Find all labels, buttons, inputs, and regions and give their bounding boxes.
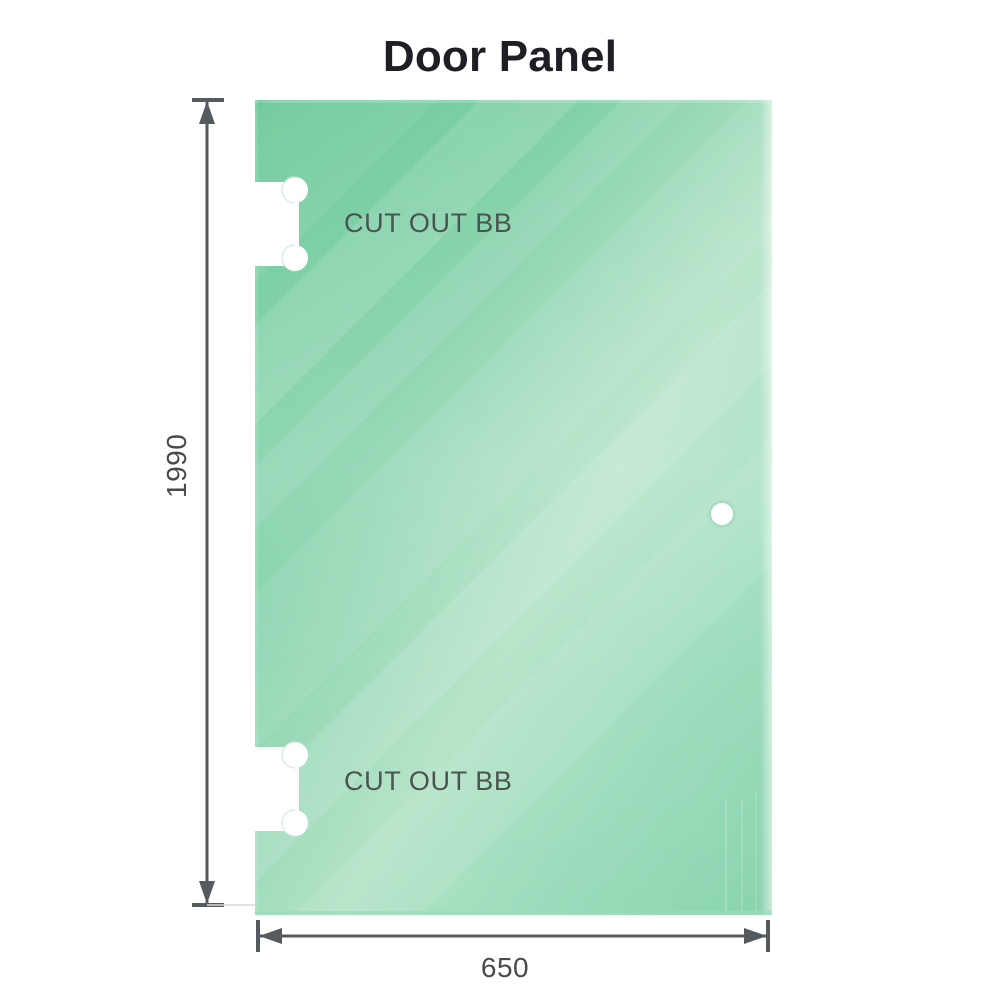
glass-door-panel: [255, 100, 772, 915]
cut-out-bottom-shape: [255, 741, 308, 837]
handle-hole-shape: [708, 500, 736, 528]
cut-out-top-label: CUT OUT BB: [344, 208, 513, 238]
dimension-height-label: 1990: [161, 433, 192, 498]
dimension-width: [256, 920, 770, 952]
dimension-width-label: 650: [480, 952, 530, 983]
page-title: Door Panel: [382, 32, 618, 81]
dimension-height: [192, 98, 255, 907]
panel-graphic: [255, 100, 772, 915]
cut-out-bottom-label: CUT OUT BB: [344, 766, 513, 796]
cut-out-top-shape: [255, 176, 308, 272]
